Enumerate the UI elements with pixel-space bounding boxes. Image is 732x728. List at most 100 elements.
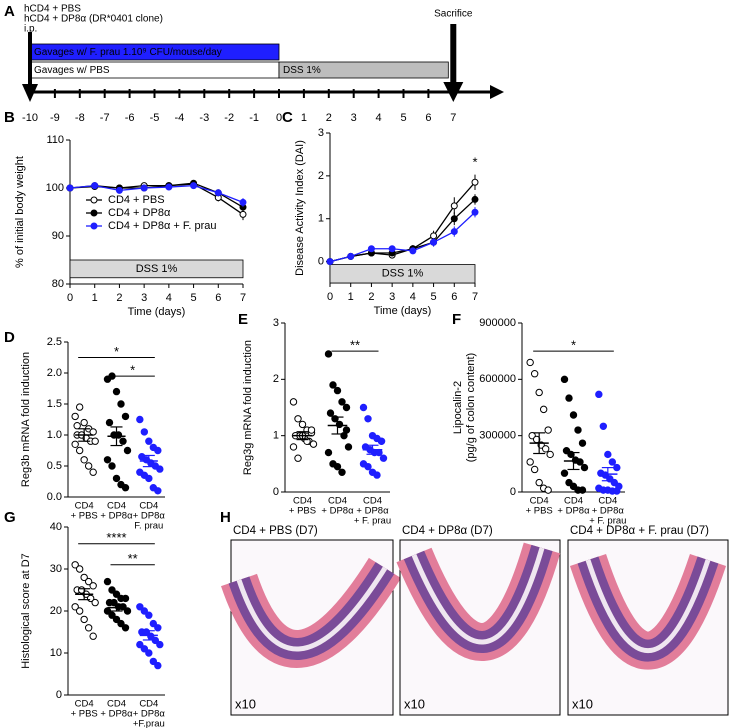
timeline-tick-label: 3 xyxy=(351,112,357,124)
significance-label: * xyxy=(130,363,135,378)
point xyxy=(112,615,121,624)
timeline-tick-label: -9 xyxy=(50,112,60,124)
x-tick-label: CD4 xyxy=(107,699,126,710)
x-tick-label: + PBS xyxy=(71,709,98,720)
point xyxy=(526,358,534,367)
point xyxy=(377,437,386,445)
point xyxy=(569,411,578,419)
legend-label: CD4 + PBS xyxy=(108,194,165,206)
point xyxy=(108,462,116,470)
point xyxy=(565,394,573,402)
x-tick-label: 6 xyxy=(451,291,457,303)
point xyxy=(84,462,93,470)
point xyxy=(91,182,99,190)
y-tick-label: 0.5 xyxy=(47,460,62,472)
point xyxy=(578,486,587,494)
point xyxy=(450,202,458,210)
point xyxy=(539,405,548,414)
x-tick-label: 4 xyxy=(166,292,172,304)
legend-marker xyxy=(90,209,98,217)
x-tick-label: CD4 xyxy=(293,496,312,507)
point xyxy=(450,228,458,236)
timeline-tick-label: -5 xyxy=(150,112,160,124)
point xyxy=(91,437,99,445)
significance-label: ** xyxy=(128,551,138,566)
point xyxy=(149,657,158,666)
point xyxy=(595,390,603,399)
x-tick-label: + DP8α xyxy=(133,709,166,720)
dss-band xyxy=(329,264,476,284)
x-axis-title: Time (days) xyxy=(374,305,432,317)
timeline-tick-label: -7 xyxy=(100,112,110,124)
point xyxy=(89,632,97,640)
y-tick-label: 40 xyxy=(50,521,62,533)
panel-label: C xyxy=(282,109,293,126)
point xyxy=(342,403,351,412)
point xyxy=(119,437,127,445)
y-tick-label: 30 xyxy=(50,563,62,575)
point xyxy=(373,471,381,479)
y-axis-title: % of initial body weight xyxy=(14,156,26,268)
point xyxy=(367,245,375,253)
x-tick-label: CD4 xyxy=(530,496,549,507)
point xyxy=(140,607,149,615)
point xyxy=(574,426,582,434)
y-tick-label: 300000 xyxy=(479,430,516,442)
x-tick-label: 2 xyxy=(368,291,374,303)
point xyxy=(75,446,84,455)
point xyxy=(309,440,318,448)
point xyxy=(294,415,302,423)
point xyxy=(123,607,132,615)
timeline-bar-label: Gavages w/ F. prau 1.10⁹ CFU/mouse/day xyxy=(34,47,222,58)
point xyxy=(289,398,298,406)
dss-band xyxy=(69,259,244,279)
injection-label: hCD4 + PBS xyxy=(24,4,81,15)
point xyxy=(112,590,121,598)
point xyxy=(145,649,153,657)
x-tick-label: 0 xyxy=(327,291,333,303)
point xyxy=(294,454,302,462)
point xyxy=(73,422,81,430)
point xyxy=(154,661,162,670)
x-tick-label: + DP8α xyxy=(592,506,625,517)
point xyxy=(546,450,554,459)
legend-label: CD4 + DP8α xyxy=(108,207,171,219)
x-tick-label: CD4 xyxy=(564,496,583,507)
point xyxy=(526,458,534,466)
y-axis-title: Histological score at D7 xyxy=(20,553,32,669)
point xyxy=(430,238,438,246)
y-tick-label: 20 xyxy=(50,605,62,617)
x-axis-title: Time (days) xyxy=(128,306,186,318)
point xyxy=(324,350,333,358)
legend-label: CD4 + DP8α + F. prau xyxy=(108,220,216,232)
timeline-tick-label: 0 xyxy=(276,112,282,124)
timeline-tick-label: 1 xyxy=(301,112,307,124)
point xyxy=(71,603,79,611)
point xyxy=(75,565,84,573)
point xyxy=(108,586,116,594)
point xyxy=(364,462,372,471)
point xyxy=(154,446,162,455)
point xyxy=(613,487,621,495)
point xyxy=(560,375,569,384)
timeline-tick-label: -4 xyxy=(175,112,185,124)
image-title: CD4 + DP8α (D7) xyxy=(402,525,493,537)
point xyxy=(471,208,479,216)
point xyxy=(560,469,569,477)
point xyxy=(123,446,132,455)
injection-arrowhead xyxy=(22,84,38,102)
panel-label: B xyxy=(4,109,15,126)
timeline-tick-label: 7 xyxy=(450,112,456,124)
point xyxy=(430,232,438,240)
band-label: DSS 1% xyxy=(136,263,178,275)
point xyxy=(154,487,162,495)
image-title: CD4 + PBS (D7) xyxy=(233,525,318,537)
point xyxy=(364,415,372,423)
point xyxy=(450,215,458,223)
point xyxy=(145,437,153,445)
point xyxy=(379,454,388,462)
panel-label: H xyxy=(220,509,231,526)
x-tick-label: 5 xyxy=(431,291,437,303)
sacrifice-label: Sacrifice xyxy=(434,9,473,20)
x-tick-label: 5 xyxy=(191,292,197,304)
